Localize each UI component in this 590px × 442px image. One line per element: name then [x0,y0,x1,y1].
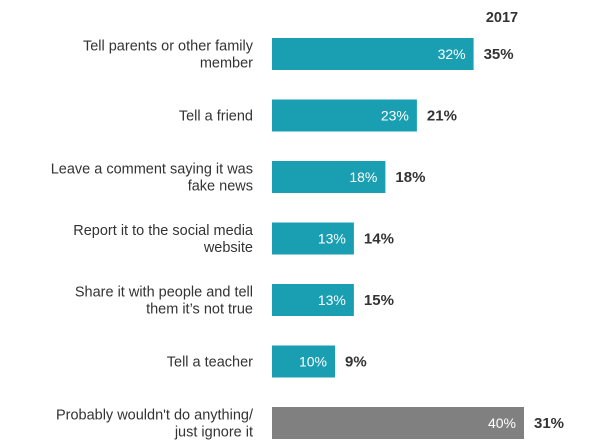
bar-value-label: 13% [318,292,346,308]
value-2017-label: 15% [364,292,394,309]
value-2017-label: 18% [395,169,425,186]
bar [272,407,524,439]
bar [272,99,417,132]
bar-value-label: 40% [488,415,516,431]
value-2017-label: 9% [345,354,367,371]
value-2017-label: 21% [427,108,457,125]
category-label: them it’s not true [146,302,253,318]
bar [272,284,354,316]
bar-value-label: 23% [381,108,409,124]
category-label: Tell parents or other family [83,39,254,55]
bar-value-label: 32% [438,46,466,62]
category-label: fake news [188,179,253,195]
bar-value-label: 10% [299,354,327,370]
bar-value-label: 18% [349,169,377,185]
value-2017-label: 31% [534,415,564,432]
category-label: just ignore it [174,425,253,441]
value-2017-label: 35% [484,46,514,63]
bar [272,345,335,378]
bar-value-label: 13% [318,231,346,247]
value-2017-label: 14% [364,231,394,248]
bar [272,222,354,255]
category-label: member [200,56,253,72]
bar [272,161,386,193]
category-label: Probably wouldn't do anything/ [56,408,254,424]
category-label: Leave a comment saying it was [51,162,253,178]
bar [272,38,474,70]
category-label: Report it to the social media [73,223,254,239]
category-label: website [203,240,253,256]
category-label: Tell a friend [179,109,253,125]
category-label: Tell a teacher [167,355,253,371]
category-label: Share it with people and tell [75,285,253,301]
column-header-2017: 2017 [486,10,518,26]
